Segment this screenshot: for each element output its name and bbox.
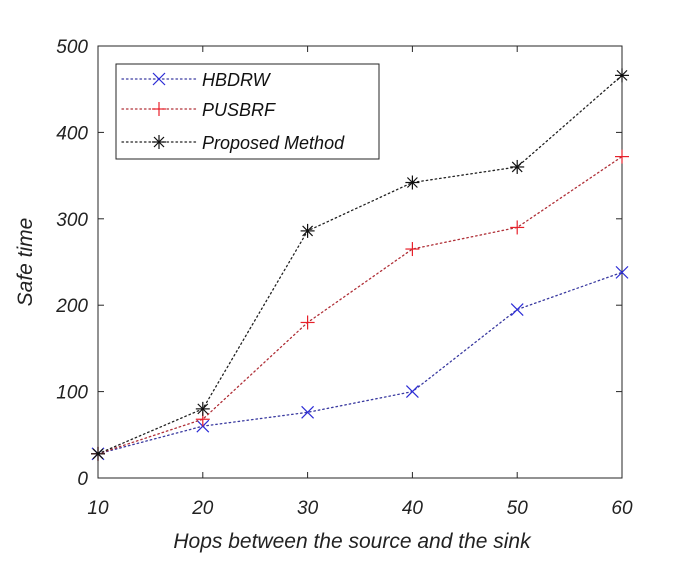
data-point-pusbrf bbox=[300, 315, 315, 330]
marker-stroke bbox=[302, 225, 314, 237]
data-point-pusbrf bbox=[615, 149, 629, 164]
data-point-proposed-method bbox=[615, 68, 629, 83]
data-point-hbdrw bbox=[615, 265, 629, 279]
legend-label-hbdrw: HBDRW bbox=[202, 70, 272, 90]
legend-entry: PUSBRF bbox=[121, 100, 276, 120]
legend-marker bbox=[152, 72, 166, 86]
data-point-pusbrf bbox=[510, 220, 525, 235]
legend-sample-hbdrw bbox=[121, 72, 197, 86]
marker-stroke bbox=[92, 448, 104, 460]
marker-stroke bbox=[197, 403, 209, 415]
y-tick-label: 100 bbox=[56, 383, 88, 404]
data-point-hbdrw bbox=[301, 405, 315, 419]
series-line-hbdrw bbox=[97, 271, 623, 455]
data-point-proposed-method bbox=[91, 446, 105, 461]
marker-stroke bbox=[152, 72, 166, 86]
y-tick-labels: 0 100 200 300 400 500 bbox=[55, 37, 88, 490]
marker-stroke bbox=[510, 303, 524, 316]
marker-stroke bbox=[511, 161, 523, 173]
x-tick-label: 40 bbox=[402, 498, 424, 519]
legend-entry: Proposed Method bbox=[121, 133, 345, 153]
series-proposed-method bbox=[91, 68, 629, 461]
legend-label-proposed-method: Proposed Method bbox=[202, 133, 345, 153]
y-tick-label: 200 bbox=[55, 296, 88, 317]
legend-marker bbox=[152, 135, 166, 149]
data-point-hbdrw bbox=[405, 385, 419, 399]
y-tick-label: 400 bbox=[56, 123, 88, 144]
y-tick-label: 500 bbox=[56, 37, 88, 58]
marker-stroke bbox=[616, 69, 628, 81]
data-point-proposed-method bbox=[195, 401, 210, 416]
marker-stroke bbox=[406, 177, 418, 188]
legend-sample-pusbrf bbox=[121, 102, 197, 116]
y-tick-label: 0 bbox=[77, 469, 88, 490]
data-point-proposed-method bbox=[300, 223, 315, 238]
series-line-pusbrf bbox=[97, 155, 623, 455]
x-tick-label: 20 bbox=[191, 498, 214, 519]
x-axis-title: Hops between the source and the sink bbox=[173, 530, 532, 553]
marker-stroke bbox=[405, 385, 419, 399]
x-tick-label: 50 bbox=[507, 498, 529, 519]
legend-marker bbox=[152, 102, 166, 116]
legend-entry: HBDRW bbox=[121, 70, 272, 90]
y-tick-label: 300 bbox=[56, 210, 88, 231]
data-point-pusbrf bbox=[405, 242, 420, 257]
legend: HBDRW PUSBRF Proposed Method bbox=[115, 63, 380, 160]
series-line-proposed-method bbox=[97, 74, 623, 455]
marker-stroke bbox=[301, 405, 315, 419]
data-point-proposed-method bbox=[510, 159, 525, 174]
data-point-proposed-method bbox=[405, 175, 420, 190]
legend-label-pusbrf: PUSBRF bbox=[202, 100, 276, 120]
series-layer bbox=[91, 68, 629, 461]
x-tick-label: 10 bbox=[87, 498, 109, 519]
data-point-hbdrw bbox=[510, 303, 524, 316]
x-tick-labels: 10 20 30 40 50 60 bbox=[87, 498, 633, 519]
tick-marks bbox=[97, 45, 623, 479]
legend-sample-proposed-method bbox=[121, 135, 197, 149]
marker-stroke bbox=[615, 265, 629, 279]
series-pusbrf bbox=[91, 149, 629, 461]
x-tick-label: 30 bbox=[297, 498, 319, 519]
y-axis-title: Safe time bbox=[14, 218, 37, 307]
x-tick-label: 60 bbox=[611, 498, 633, 519]
marker-stroke bbox=[153, 136, 165, 148]
